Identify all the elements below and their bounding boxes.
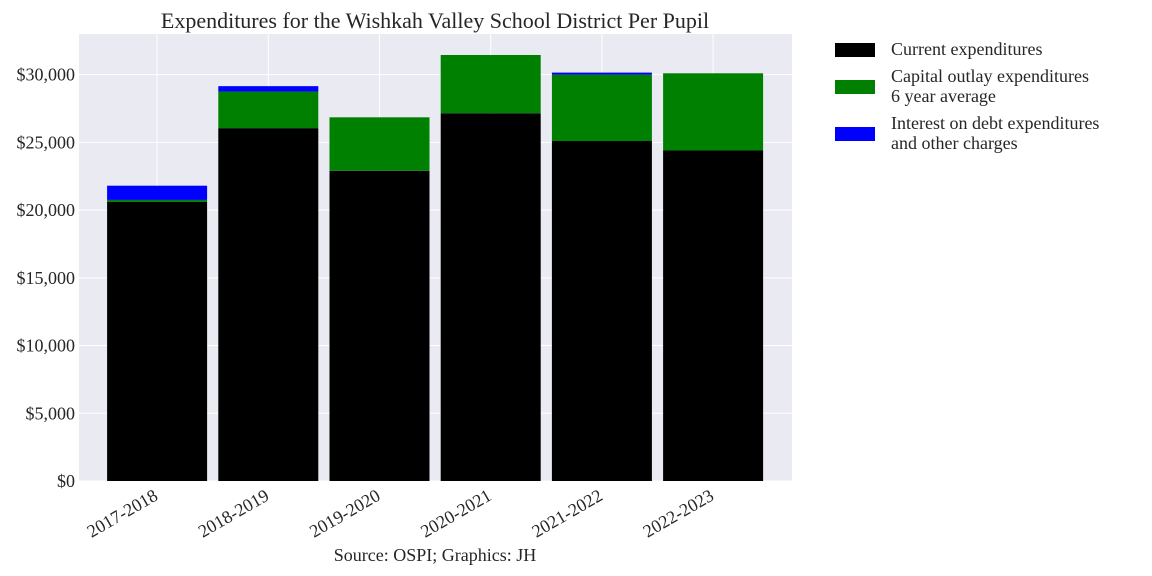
bar-segment: [663, 150, 764, 481]
legend: Current expenditures Capital outlay expen…: [835, 39, 1099, 153]
legend-swatch: [835, 43, 875, 57]
bar-segment: [440, 54, 541, 114]
x-tick-label: 2018-2019: [195, 485, 273, 541]
bars: [107, 54, 764, 482]
y-tick-label: $25,000: [17, 132, 76, 152]
y-tick-label: $0: [57, 471, 75, 491]
y-tick-label: $20,000: [17, 200, 76, 220]
legend-label: Interest on debt expenditures and other c…: [891, 113, 1099, 153]
legend-label: Capital outlay expenditures 6 year averag…: [891, 66, 1089, 106]
bar-segment: [551, 141, 652, 481]
bar-segment: [551, 72, 652, 75]
y-tick-label: $15,000: [17, 268, 76, 288]
bar-segment: [551, 74, 652, 142]
bar-segment: [440, 113, 541, 481]
x-tick-label: 2017-2018: [84, 485, 162, 541]
legend-swatch: [835, 80, 875, 94]
y-tick-label: $30,000: [17, 65, 76, 85]
source-caption: Source: OSPI; Graphics: JH: [334, 545, 536, 565]
legend-label: Current expenditures: [891, 39, 1042, 59]
bar-segment: [329, 170, 430, 482]
x-tick-label: 2020-2021: [417, 485, 495, 541]
y-tick-label: $5,000: [26, 403, 76, 423]
x-tick-label: 2019-2020: [306, 485, 384, 541]
x-tick-labels: 2017-2018 2018-2019 2019-2020 2020-2021 2021…: [84, 485, 718, 541]
bar-segment: [107, 201, 208, 482]
y-tick-label: $10,000: [17, 336, 76, 356]
bar-segment: [218, 128, 319, 481]
bar-segment: [218, 91, 319, 129]
y-tick-labels: $0 $5,000 $10,000 $15,000 $20,000 $25,000 $30,…: [17, 65, 76, 491]
bar-segment: [218, 86, 319, 92]
legend-swatch: [835, 127, 875, 141]
chart-title: Expenditures for the Wishkah Valley Scho…: [161, 8, 709, 33]
bar-segment: [107, 185, 208, 200]
bar-segment: [329, 117, 430, 171]
x-tick-label: 2021-2022: [528, 485, 606, 541]
bar-segment: [663, 73, 764, 151]
x-tick-label: 2022-2023: [640, 485, 718, 541]
bar-segment: [107, 199, 208, 202]
